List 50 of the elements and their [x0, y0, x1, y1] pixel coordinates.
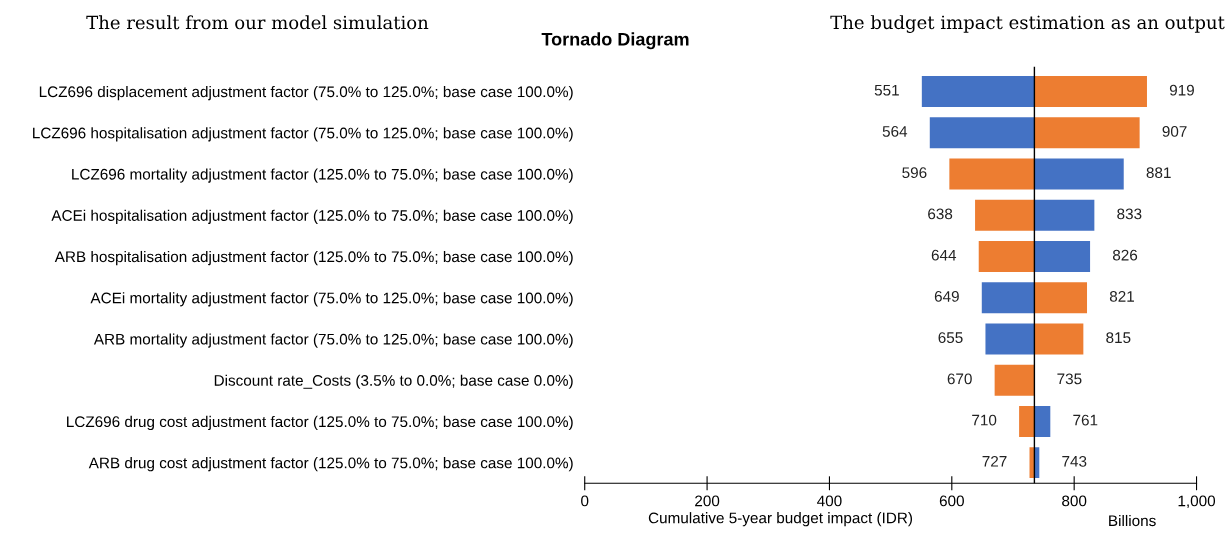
y-tick-label: LCZ696 hospitalisation adjustment factor (75.0% to 125.0%; base case 100.0%) [33, 127, 573, 142]
bar [978, 240, 1035, 272]
y-tick-label: LCZ696 drug cost adjustment factor (125.0% to 75.0%; base case 100.0%) [67, 415, 573, 431]
y-tick-label: ARB hospitalisation adjustment factor (125.0% to 75.0%; base case 100.0%) [54, 250, 573, 266]
annotation: 596 [902, 167, 927, 179]
annotation: 564 [882, 126, 908, 137]
bar [1034, 158, 1124, 190]
annotation: 743 [1062, 455, 1087, 467]
annotation: 907 [1162, 126, 1187, 137]
y-tick-label: ARB drug cost adjustment factor (125.0% to 75.0%; base case 100.0%) [88, 457, 573, 472]
annotation: 710 [972, 414, 997, 426]
bar [1034, 199, 1095, 231]
annotation: 644 [931, 249, 957, 261]
annotation: 551 [874, 84, 899, 96]
bar [975, 199, 1035, 231]
y-tick-label: LCZ696 displacement adjustment factor (75.0% to 125.0%; base case 100.0%) [39, 85, 573, 101]
annotation: 670 [947, 373, 972, 385]
annotation: 655 [938, 332, 963, 344]
annotation: 821 [1109, 290, 1134, 302]
text: The budget impact estimation as an output [830, 15, 1225, 33]
annotation: 761 [1073, 414, 1098, 426]
annotation: 649 [934, 290, 959, 302]
text: The result from our model simulation [86, 15, 429, 30]
bar [994, 364, 1035, 396]
annotation: 638 [928, 208, 953, 220]
annotation: 735 [1057, 373, 1082, 385]
bar [1034, 405, 1051, 437]
y-tick-label: LCZ696 mortality adjustment factor (125.0% to 75.0%; base case 100.0%) [72, 168, 573, 183]
y-tick-label: Discount rate_Costs (3.5% to 0.0%; base case 0.0%) [214, 374, 573, 389]
annotation: 727 [982, 455, 1007, 467]
y-tick-label: ARB mortality adjustment factor (75.0% to 125.0%; base case 100.0%) [93, 333, 573, 348]
annotation: 815 [1106, 332, 1131, 344]
annotation: 881 [1146, 167, 1171, 179]
x-tick-label: 800 [1062, 495, 1087, 507]
annotation: 833 [1117, 208, 1142, 220]
bar [1034, 240, 1091, 272]
annotation: 826 [1112, 249, 1138, 261]
x-tick-label: 0 [581, 495, 589, 507]
chart-title: Tornado Diagram [541, 32, 689, 50]
text: Billions [1109, 514, 1156, 527]
bar [1019, 405, 1035, 437]
y-tick-label: ACEi mortality adjustment factor (75.0% to 125.0%; base case 100.0%) [90, 292, 573, 307]
y-tick-label: ACEi hospitalisation adjustment factor (125.0% to 75.0%; base case 100.0%) [51, 209, 573, 224]
bar [949, 158, 1035, 190]
x-tick-label: 1,000 [1178, 495, 1216, 509]
x-tick-label: 400 [817, 495, 842, 507]
x-tick-label: 200 [695, 495, 720, 507]
x-axis-title: Cumulative 5-year budget impact (IDR) [648, 512, 913, 527]
x-tick-label: 600 [939, 495, 964, 507]
annotation: 919 [1169, 84, 1194, 96]
